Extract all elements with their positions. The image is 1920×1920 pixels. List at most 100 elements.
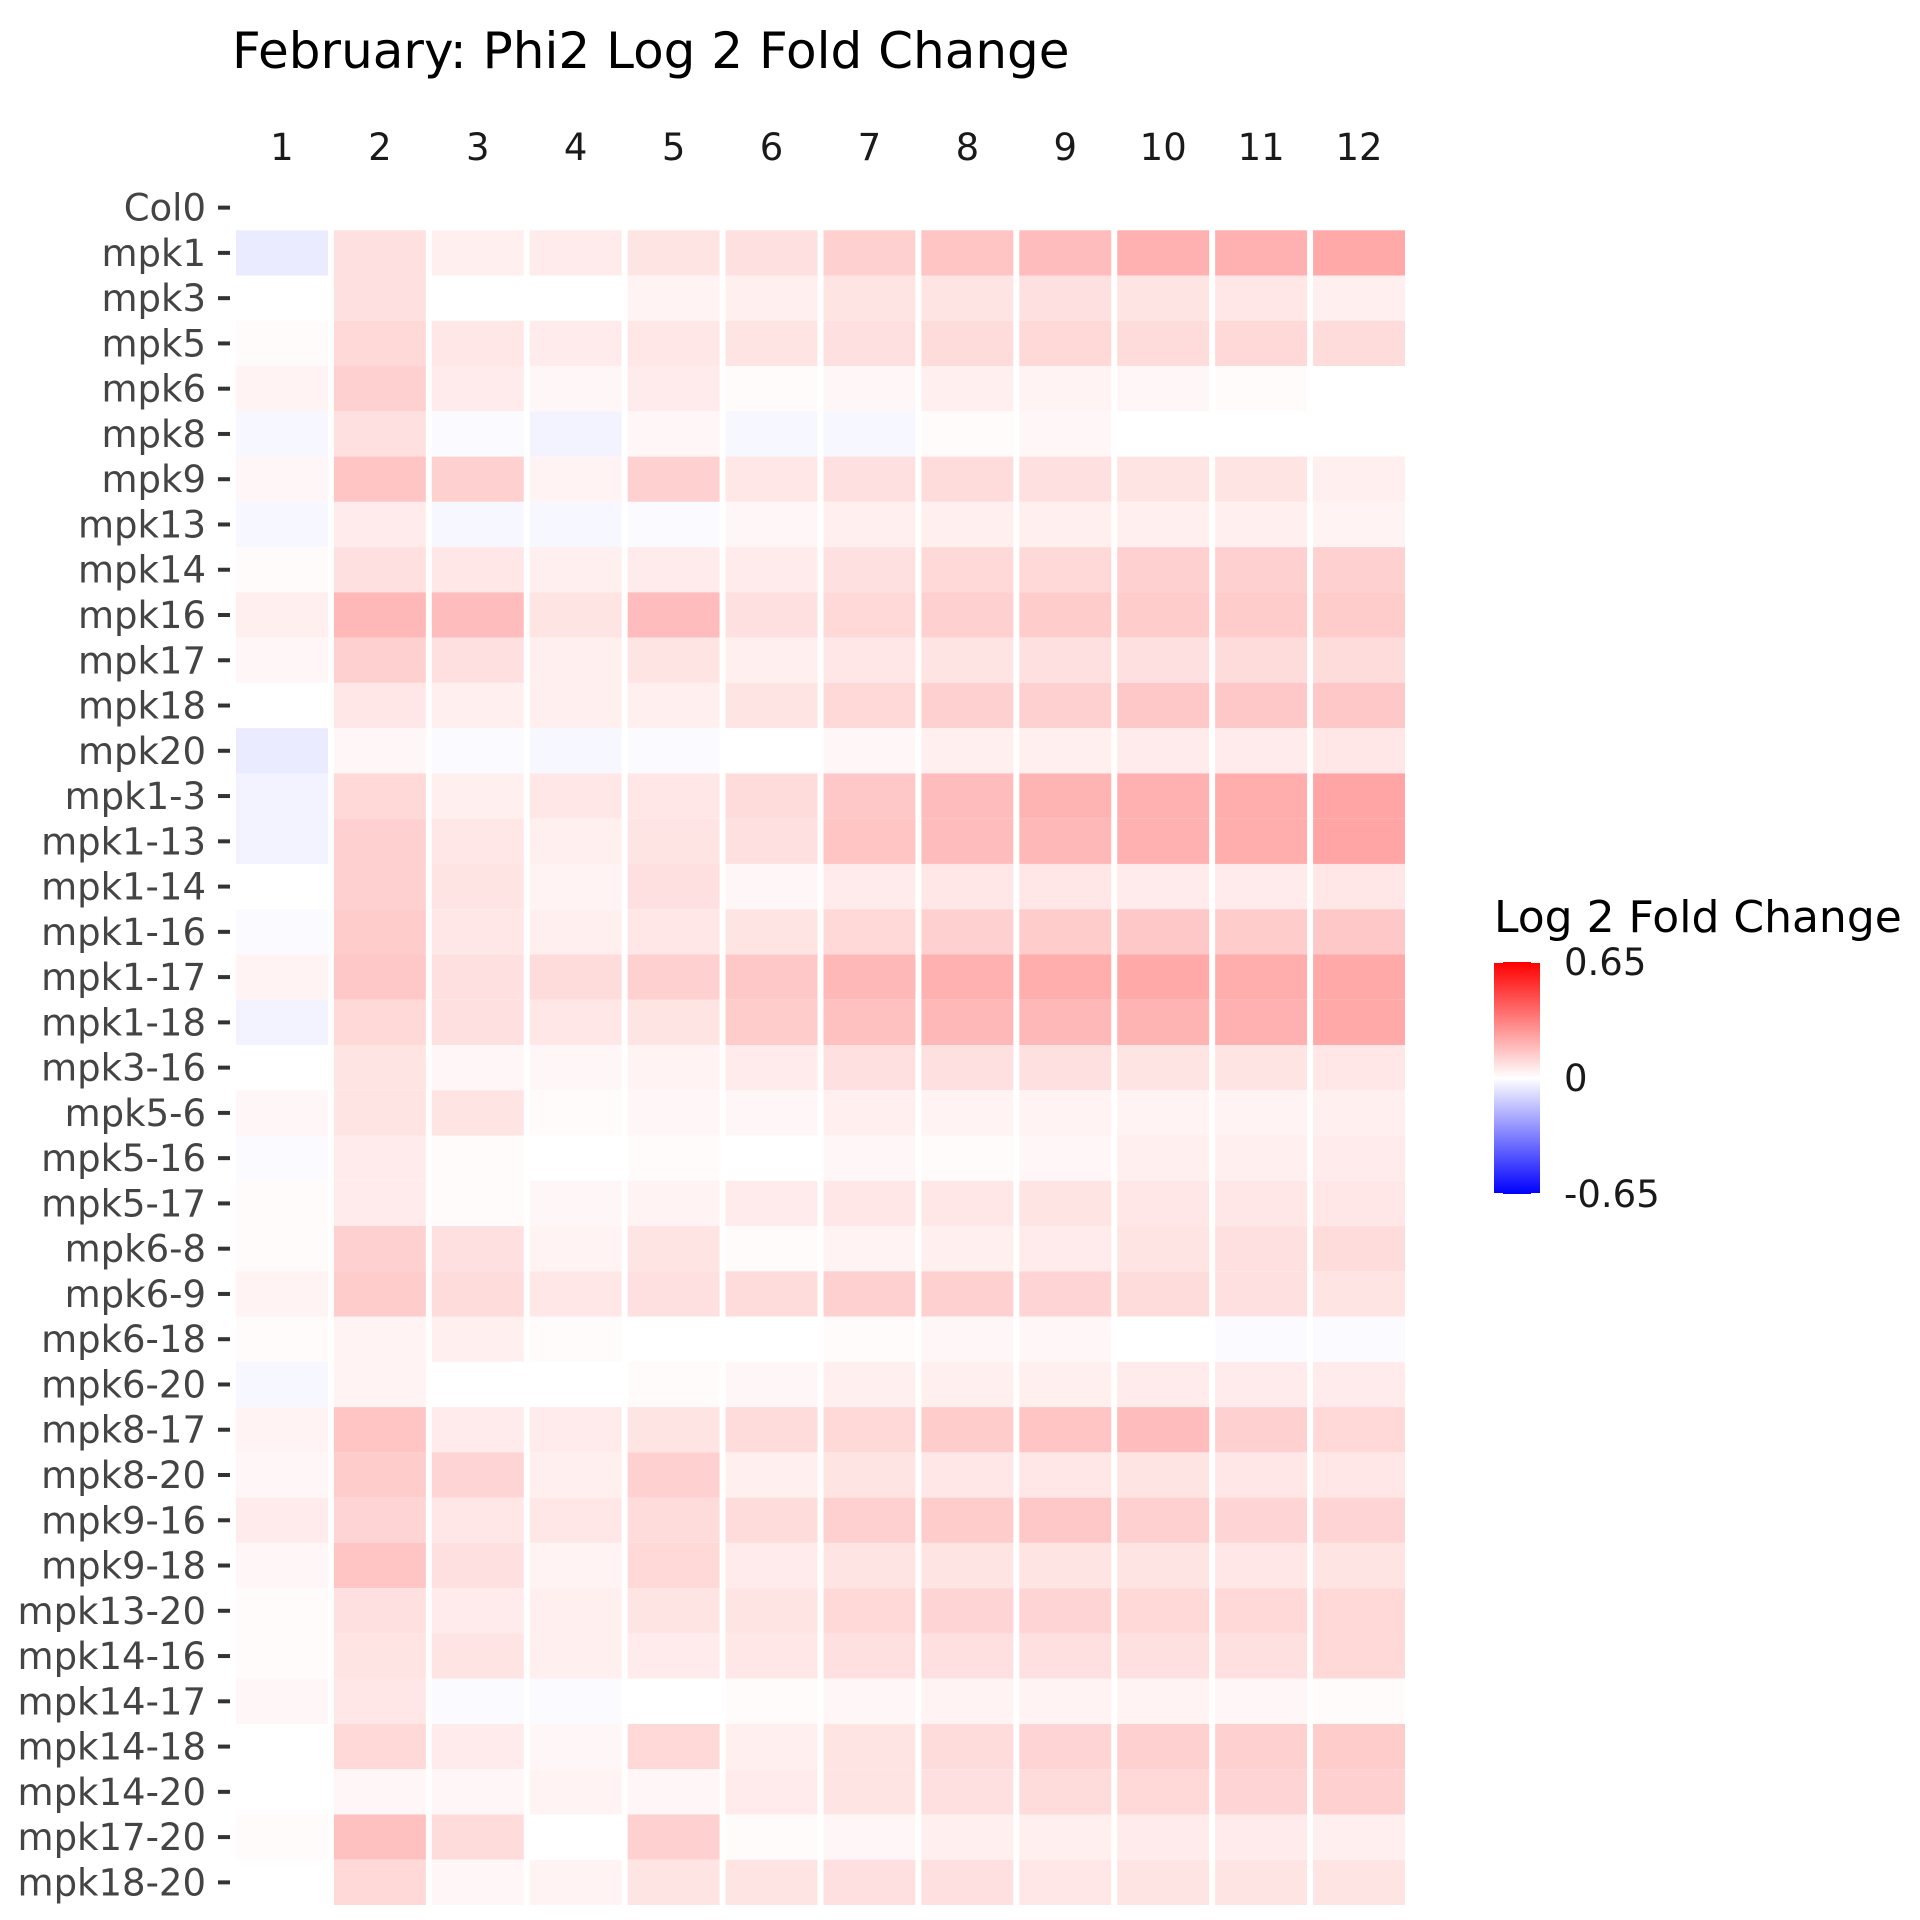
heatmap-cell bbox=[1313, 909, 1405, 955]
heatmap-cell bbox=[725, 999, 818, 1045]
heatmap-cell bbox=[1313, 1497, 1405, 1543]
heatmap-cell bbox=[921, 456, 1014, 502]
heatmap-cell bbox=[333, 1226, 426, 1272]
heatmap-cell bbox=[236, 320, 328, 367]
heatmap-cell bbox=[921, 818, 1014, 864]
heatmap-cell bbox=[823, 275, 916, 321]
heatmap-cell bbox=[333, 547, 426, 593]
heatmap-cell bbox=[725, 275, 818, 321]
heatmap-cell bbox=[823, 773, 916, 819]
heatmap-cell bbox=[627, 1361, 720, 1408]
heatmap-cell bbox=[1215, 320, 1308, 367]
heatmap-cell bbox=[921, 637, 1014, 683]
heatmap-cell bbox=[431, 637, 524, 683]
heatmap-cell bbox=[627, 682, 720, 729]
heatmap-cell bbox=[627, 1542, 720, 1589]
heatmap-cell bbox=[1117, 1180, 1210, 1227]
heatmap-cell bbox=[1117, 863, 1210, 910]
heatmap-cell bbox=[725, 1226, 818, 1272]
heatmap-cell bbox=[1215, 818, 1308, 864]
heatmap-cell bbox=[921, 1814, 1014, 1860]
heatmap-cell bbox=[921, 547, 1014, 593]
heatmap-cell bbox=[1019, 1497, 1112, 1543]
legend-tick-label: -0.65 bbox=[1564, 1173, 1660, 1216]
x-tick-label: 9 bbox=[1054, 126, 1078, 169]
heatmap-cell bbox=[1313, 1180, 1405, 1227]
heatmap-cell bbox=[333, 1407, 426, 1453]
heatmap-cell bbox=[1019, 1542, 1112, 1589]
x-tick-label: 11 bbox=[1238, 126, 1285, 169]
y-tick-label: mpk5-6 bbox=[65, 1092, 206, 1135]
heatmap-cell bbox=[236, 592, 328, 638]
heatmap-cell bbox=[333, 682, 426, 729]
heatmap-cell bbox=[333, 366, 426, 412]
heatmap-cell bbox=[823, 1226, 916, 1272]
y-tick-label: mpk18 bbox=[78, 685, 206, 728]
heatmap-cell bbox=[921, 1723, 1014, 1770]
heatmap-cell bbox=[1215, 1723, 1308, 1770]
heatmap-cell bbox=[529, 1316, 622, 1362]
heatmap-cell bbox=[431, 1769, 524, 1815]
heatmap-cell bbox=[1019, 1316, 1112, 1362]
heatmap-cell bbox=[236, 728, 328, 774]
heatmap-cell bbox=[1019, 1723, 1112, 1770]
heatmap-cell bbox=[431, 592, 524, 638]
heatmap-cell bbox=[529, 1814, 622, 1860]
heatmap-cell bbox=[431, 275, 524, 321]
y-tick-label: mpk14-16 bbox=[18, 1635, 206, 1678]
heatmap-cell bbox=[725, 547, 818, 593]
heatmap-cell bbox=[236, 456, 328, 502]
heatmap-cell bbox=[333, 1361, 426, 1408]
heatmap-cell bbox=[921, 863, 1014, 910]
heatmap-cell bbox=[1313, 456, 1405, 502]
heatmap-cell bbox=[529, 1452, 622, 1498]
heatmap-cell bbox=[529, 275, 622, 321]
heatmap-cell bbox=[1215, 411, 1308, 457]
heatmap-cell bbox=[627, 1316, 720, 1362]
y-tick-label: mpk6-8 bbox=[65, 1228, 206, 1271]
heatmap-cell bbox=[725, 954, 818, 1000]
heatmap-cell bbox=[1215, 682, 1308, 729]
heatmap-cell bbox=[725, 411, 818, 457]
chart-title: February: Phi2 Log 2 Fold Change bbox=[232, 22, 1070, 80]
heatmap-cell bbox=[1313, 1090, 1405, 1136]
heatmap-cell bbox=[921, 954, 1014, 1000]
heatmap-cell bbox=[431, 1316, 524, 1362]
heatmap-cell bbox=[725, 592, 818, 638]
heatmap-cell bbox=[1117, 818, 1210, 864]
heatmap-cell bbox=[627, 818, 720, 864]
heatmap-cell bbox=[1117, 1361, 1210, 1408]
heatmap-cell bbox=[725, 1135, 818, 1181]
heatmap-cell bbox=[627, 1135, 720, 1181]
heatmap-cell bbox=[1117, 1316, 1210, 1362]
heatmap-cell bbox=[431, 1723, 524, 1770]
heatmap-cell bbox=[529, 818, 622, 864]
heatmap-cell bbox=[333, 456, 426, 502]
heatmap-cell bbox=[627, 1452, 720, 1498]
heatmap-cell bbox=[627, 275, 720, 321]
heatmap-cell bbox=[1117, 1723, 1210, 1770]
heatmap-cell bbox=[725, 773, 818, 819]
heatmap-cell bbox=[529, 1090, 622, 1136]
heatmap-cell bbox=[1117, 1588, 1210, 1634]
heatmap-cell bbox=[431, 547, 524, 593]
x-tick-label: 12 bbox=[1335, 126, 1382, 169]
heatmap-cell bbox=[431, 230, 524, 276]
heatmap-cell bbox=[431, 682, 524, 729]
heatmap-cell bbox=[431, 1407, 524, 1453]
heatmap-cell bbox=[431, 1361, 524, 1408]
y-tick-label: mpk1-14 bbox=[41, 866, 206, 909]
heatmap-cell bbox=[236, 1180, 328, 1227]
heatmap-cell bbox=[1117, 637, 1210, 683]
heatmap-cell bbox=[431, 1090, 524, 1136]
heatmap-cell bbox=[333, 1452, 426, 1498]
heatmap-cell bbox=[823, 682, 916, 729]
heatmap-cell bbox=[921, 1678, 1014, 1724]
heatmap-cell bbox=[333, 818, 426, 864]
heatmap-cell bbox=[627, 366, 720, 412]
heatmap-cell bbox=[529, 366, 622, 412]
heatmap-cell bbox=[627, 954, 720, 1000]
heatmap-cell bbox=[725, 1271, 818, 1317]
heatmap-cell bbox=[1019, 818, 1112, 864]
heatmap-cell bbox=[529, 1135, 622, 1181]
